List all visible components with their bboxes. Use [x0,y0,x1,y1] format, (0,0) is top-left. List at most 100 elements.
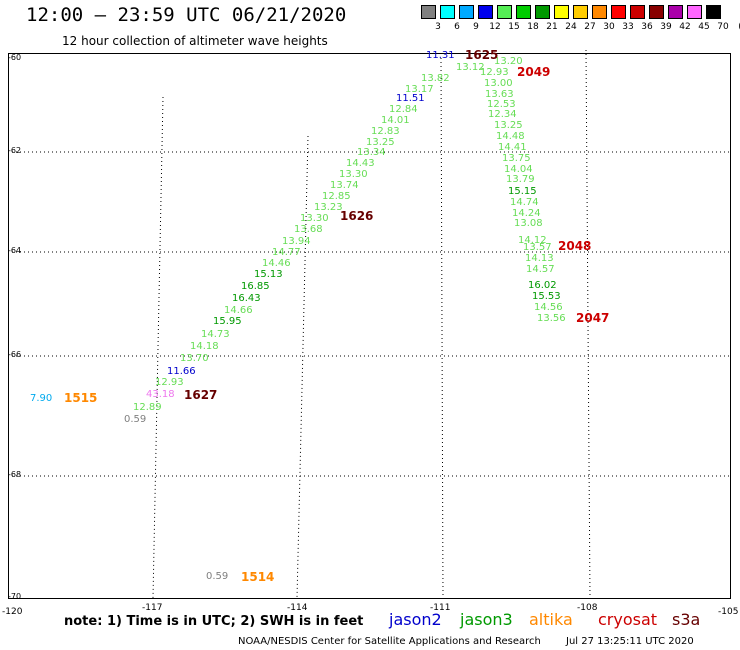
wave-height-value: 13.25 [494,120,523,131]
longitude-label: -111 [430,603,451,613]
map-title: 12:00 — 23:59 UTC 06/21/2020 [26,4,347,26]
wave-height-value: 0.59 [124,414,147,425]
pass-time-label: 2048 [558,239,592,253]
longitude-label: -120 [2,607,23,617]
wave-height-value: 13.70 [180,353,209,364]
wave-height-value: 14.46 [262,258,291,269]
longitude-line [152,96,164,599]
wave-height-value: 15.15 [508,186,537,197]
map-border [8,53,731,599]
wave-height-value: 13.23 [314,202,343,213]
wave-height-value: 14.41 [498,142,527,153]
legend-level: 70 [717,22,729,32]
wave-height-value: 14.73 [201,329,230,340]
legend-swatch [421,5,436,19]
legend-level: 30 [603,22,615,32]
wave-height-value: 14.57 [526,264,555,275]
wave-height-value: 14.13 [525,253,554,264]
wave-height-value: 14.18 [190,341,219,352]
wave-height-value: 12.34 [488,109,517,120]
pass-time-label: 2047 [576,311,610,325]
legend-swatch [611,5,626,19]
latitude-label: -62 [8,146,22,155]
pass-time-label: 1626 [340,209,374,223]
legend-swatch [497,5,512,19]
legend-swatch [516,5,531,19]
legend-swatch [535,5,550,19]
wave-height-value: 15.13 [254,269,283,280]
wave-height-value: 12.85 [322,191,351,202]
wave-height-value: 12.53 [487,99,516,110]
wave-height-value: 12.84 [389,104,418,115]
wave-height-value: 14.74 [510,197,539,208]
wave-height-value: 14.12 [518,235,547,246]
pass-time-label: 2049 [517,65,551,79]
wave-height-value: 14.56 [534,302,563,313]
legend-level: 18 [527,22,539,32]
legend-level: 15 [508,22,520,32]
legend-level: 33 [622,22,634,32]
longitude-line [296,135,309,599]
wave-height-value: 13.74 [330,180,359,191]
wave-height-value: 12.89 [133,402,162,413]
legend-swatch [478,5,493,19]
longitude-label: -117 [142,603,163,613]
wave-height-value: 13.25 [366,137,395,148]
wave-height-value: 14.48 [496,131,525,142]
latitude-label: -66 [8,350,22,359]
wave-height-value: 15.53 [532,291,561,302]
legend-swatch [592,5,607,19]
wave-height-value: 14.43 [346,158,375,169]
legend-level: 12 [489,22,501,32]
wave-height-value: 12.93 [155,377,184,388]
legend-swatch [706,5,721,19]
wave-height-value: 13.12 [456,62,485,73]
satellite-key-s3a: s3a [672,610,701,629]
longitude-label: -108 [577,603,598,613]
wave-height-value: 13.82 [421,73,450,84]
longitude-line [585,49,591,599]
legend-swatch [687,5,702,19]
longitude-line [440,57,444,599]
legend-level: 6 [454,22,460,32]
longitude-label: -105 [718,607,739,617]
credit-line: NOAA/NESDIS Center for Satellite Applica… [238,636,541,647]
legend-level: 9 [473,22,479,32]
wave-height-value: 7.90 [30,393,53,404]
wave-height-value: 11.51 [396,93,425,104]
latitude-label: -68 [8,470,22,479]
footer-note: note: 1) Time is in UTC; 2) SWH is in fe… [64,614,364,629]
graticule [8,49,730,599]
legend-swatch [649,5,664,19]
wave-height-value: 14.66 [224,305,253,316]
pass-time-label: 1627 [184,388,218,402]
wave-height-value: 16.43 [232,293,261,304]
satellite-key-jason2: jason2 [389,610,442,629]
wave-height-value: 13.00 [484,78,513,89]
legend-swatch [554,5,569,19]
pass-time-label: 1514 [241,570,275,584]
wave-height-value: 14.04 [504,164,533,175]
wave-height-value: 13.57 [523,242,552,253]
legend-level: 3 [435,22,441,32]
wave-height-value: 15.95 [213,316,242,327]
pass-time-label: 1515 [64,391,98,405]
wave-height-value: 11.66 [167,366,196,377]
wave-height-value: 13.68 [294,224,323,235]
wave-height-value: 43.18 [146,389,175,400]
legend-swatch [573,5,588,19]
wave-height-value: 14.01 [381,115,410,126]
longitude-label: -114 [287,603,308,613]
wave-height-value: 16.02 [528,280,557,291]
pass-time-label: 1625 [465,48,499,62]
wave-height-value: 13.20 [494,56,523,67]
legend-level: 45 [698,22,710,32]
wave-height-value: 13.34 [357,147,386,158]
legend-swatch [459,5,474,19]
wave-height-value: 13.56 [537,313,566,324]
legend-swatch [668,5,683,19]
wave-height-value: 14.24 [512,208,541,219]
latitude-label: -60 [8,53,22,62]
legend-level: 39 [660,22,672,32]
